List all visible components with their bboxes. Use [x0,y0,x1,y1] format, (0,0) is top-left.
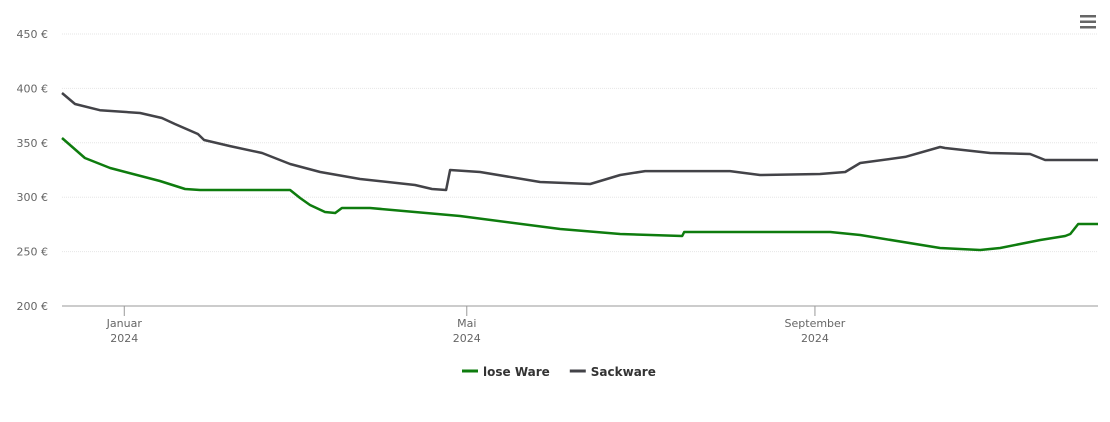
line-series [61,137,1098,252]
menu-button[interactable] [1080,15,1096,29]
y-tick-label: 250 € [17,246,49,259]
y-tick-label: 450 € [17,28,49,41]
legend: lose Ware Sackware [462,365,656,379]
menu-bar [1080,26,1096,29]
legend-label: lose Ware [483,365,550,379]
x-tick-label: Januar 2024 [106,317,143,345]
menu-bar [1080,20,1096,23]
legend-label: Sackware [591,365,656,379]
line-series [61,92,1098,192]
menu-bar [1080,15,1096,18]
legend-item[interactable]: lose Ware [462,365,550,379]
y-tick-label: 200 € [17,300,49,313]
x-tick-label: September 2024 [785,317,846,345]
y-tick-label: 300 € [17,191,49,204]
x-tick-label: Mai 2024 [453,317,481,345]
y-tick-label: 350 € [17,137,49,150]
legend-item[interactable]: Sackware [569,365,656,379]
y-tick-label: 400 € [17,82,49,95]
